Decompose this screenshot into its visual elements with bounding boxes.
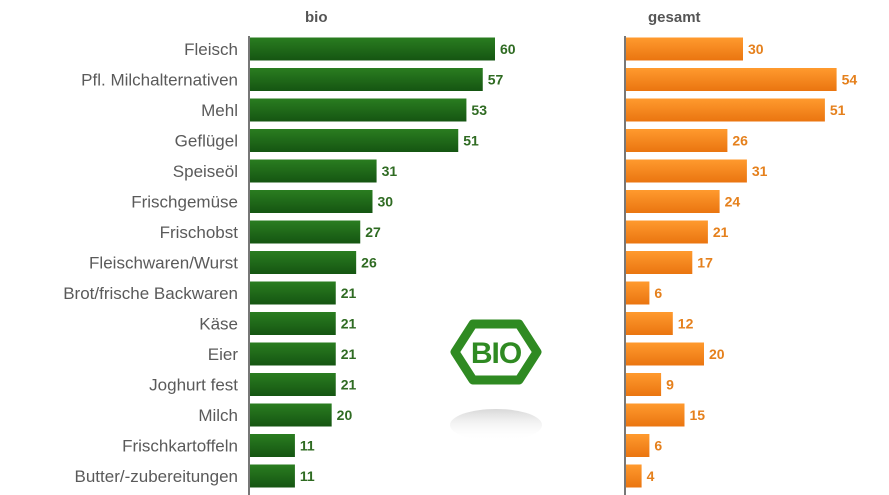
gesamt-bar — [626, 190, 720, 213]
gesamt-bar — [626, 159, 747, 183]
bio-bar — [250, 129, 459, 152]
gesamt-value-label: 26 — [732, 133, 748, 149]
gesamt-bar — [626, 312, 673, 335]
category-label: Butter/-zubereitungen — [75, 467, 239, 486]
gesamt-value-label: 24 — [725, 194, 741, 210]
category-labels: Fleisch Pfl. Milchalternativen Mehl Geflüge… — [63, 40, 238, 486]
bio-bar — [250, 98, 467, 122]
bio-value-label: 21 — [341, 316, 357, 332]
bio-value-label: 11 — [300, 468, 315, 484]
bio-bar — [250, 220, 361, 244]
bio-value-label: 21 — [341, 346, 357, 362]
bio-bar — [250, 342, 336, 366]
gesamt-value-label: 9 — [666, 377, 674, 393]
bio-bar — [250, 281, 336, 305]
gesamt-bar — [626, 98, 825, 122]
gesamt-bar — [626, 251, 693, 274]
category-label: Pfl. Milchalternativen — [81, 71, 238, 90]
bio-value-label: 11 — [300, 438, 315, 454]
gesamt-bar — [626, 342, 704, 366]
category-label: Speiseöl — [173, 162, 238, 181]
bio-value-label: 31 — [382, 163, 398, 179]
gesamt-bar — [626, 68, 837, 91]
category-label: Geflügel — [175, 132, 238, 151]
bio-logo: BIO — [450, 319, 542, 441]
bio-value-label: 26 — [361, 255, 377, 271]
gesamt-bar — [626, 129, 728, 152]
bio-bar — [250, 434, 295, 457]
bio-value-label: 30 — [378, 194, 394, 210]
gesamt-value-label: 6 — [654, 438, 662, 454]
gesamt-value-label: 20 — [709, 346, 725, 362]
bio-value-label: 21 — [341, 285, 357, 301]
bio-bar — [250, 190, 373, 213]
bio-value-label: 53 — [471, 102, 487, 118]
category-label: Brot/frische Backwaren — [63, 284, 238, 303]
category-label: Joghurt fest — [149, 376, 238, 395]
bio-bar — [250, 312, 336, 335]
gesamt-bar — [626, 37, 743, 61]
gesamt-value-label: 17 — [697, 255, 713, 271]
gesamt-bar — [626, 464, 642, 488]
bio-logo-text: BIO — [471, 337, 522, 370]
category-label: Milch — [198, 406, 238, 425]
gesamt-bar — [626, 403, 685, 427]
category-label: Käse — [199, 315, 238, 334]
bio-logo-hexagon — [450, 319, 542, 385]
category-label: Frischkartoffeln — [122, 437, 238, 456]
gesamt-value-label: 21 — [713, 224, 729, 240]
bio-bar — [250, 159, 377, 183]
gesamt-value-label: 30 — [748, 41, 764, 57]
category-label: Frischobst — [160, 223, 239, 242]
gesamt-bar — [626, 220, 708, 244]
bio-value-label: 57 — [488, 72, 504, 88]
bio-bar — [250, 403, 332, 427]
gesamt-value-label: 15 — [690, 407, 706, 423]
panel-title-gesamt: gesamt — [648, 9, 701, 26]
bio-bar — [250, 464, 295, 488]
panel-title-bio: bio — [305, 9, 328, 26]
category-label: Mehl — [201, 101, 238, 120]
bio-value-label: 21 — [341, 377, 357, 393]
bio-value-label: 60 — [500, 41, 516, 57]
gesamt-bar — [626, 373, 662, 396]
bio-bar — [250, 37, 495, 61]
gesamt-value-label: 12 — [678, 316, 694, 332]
category-label: Fleischwaren/Wurst — [89, 254, 238, 273]
category-label: Fleisch — [184, 40, 238, 59]
gesamt-value-label: 51 — [830, 102, 846, 118]
gesamt-value-label: 54 — [842, 72, 858, 88]
bio-logo-reflection — [450, 409, 542, 441]
category-label: Frischgemüse — [131, 193, 238, 212]
gesamt-value-label: 31 — [752, 163, 768, 179]
bio-value-label: 27 — [365, 224, 381, 240]
bio-value-label: 51 — [463, 133, 479, 149]
gesamt-bar — [626, 281, 650, 305]
bio-bar — [250, 251, 357, 274]
bio-bar — [250, 373, 336, 396]
category-label: Eier — [208, 345, 239, 364]
gesamt-bar — [626, 434, 650, 457]
bio-bar — [250, 68, 483, 91]
gesamt-value-label: 6 — [654, 285, 662, 301]
gesamt-value-label: 4 — [647, 468, 655, 484]
bio-value-label: 20 — [337, 407, 353, 423]
